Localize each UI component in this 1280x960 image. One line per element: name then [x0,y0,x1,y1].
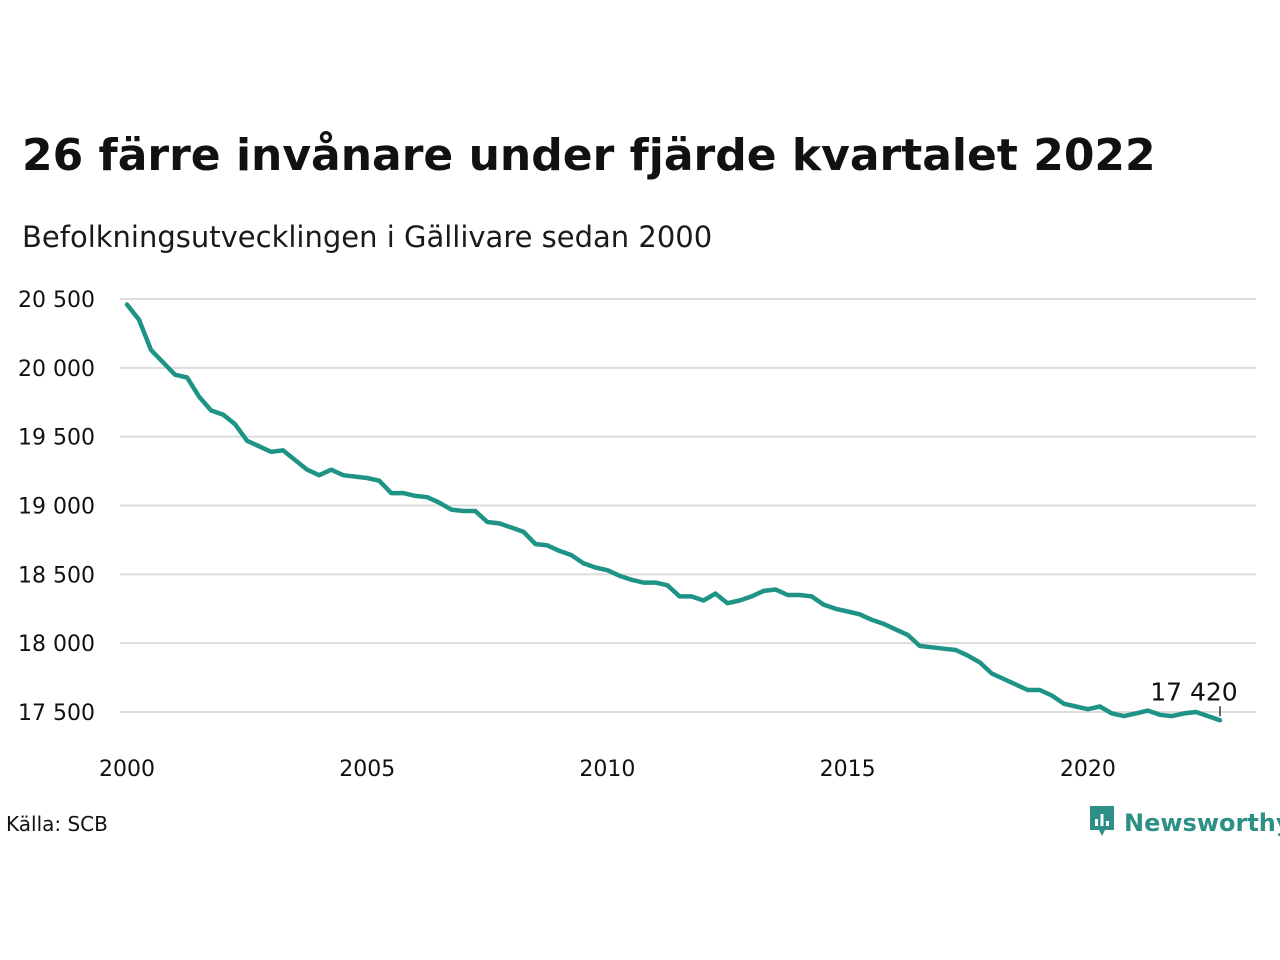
x-axis-tick-labels: 2000 2005 2010 2015 2020 [99,757,1116,782]
x-tick-label: 2015 [820,757,876,782]
x-tick-label: 2005 [339,757,395,782]
y-tick-label: 20 500 [18,288,95,313]
chart-title: 26 färre invånare under fjärde kvartalet… [22,130,1156,181]
x-tick-label: 2000 [99,757,155,782]
x-tick-label: 2010 [579,757,635,782]
y-tick-label: 19 500 [18,426,95,451]
newsworthy-logo-icon [1088,804,1116,842]
brand-logo[interactable]: Newsworthy [1088,804,1280,842]
chart-subtitle: Befolkningsutvecklingen i Gällivare seda… [22,220,713,254]
x-tick-label: 2020 [1060,757,1116,782]
y-tick-label: 18 500 [18,563,95,588]
end-value-label: 17 420 [1150,677,1237,706]
y-tick-label: 18 000 [18,632,95,657]
y-tick-label: 20 000 [18,357,95,382]
y-axis-tick-labels: 17 500 18 000 18 500 19 000 19 500 20 000 20 5… [18,288,95,726]
y-tick-label: 19 000 [18,495,95,520]
source-note: Källa: SCB [6,812,108,836]
series-line [124,302,1223,723]
grid-lines [120,298,1256,713]
brand-name: Newsworthy [1124,809,1280,837]
y-tick-label: 17 500 [18,701,95,726]
